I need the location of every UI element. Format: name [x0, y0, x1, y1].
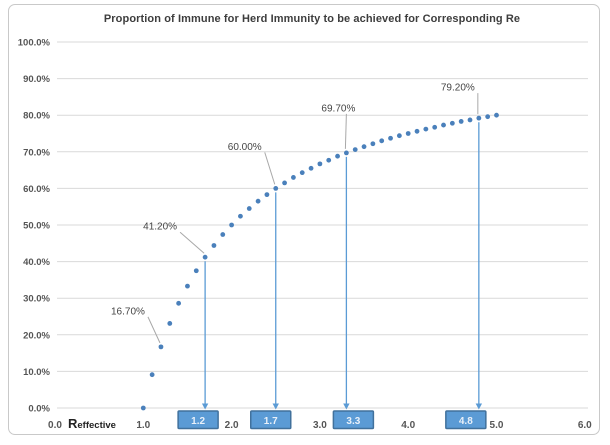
y-axis-tick-label: 60.0%: [23, 184, 50, 195]
data-point: [458, 119, 464, 124]
data-point: [255, 198, 261, 204]
data-point: [343, 150, 349, 156]
y-axis-tick-label: 0.0%: [28, 404, 50, 415]
axis-arrow-head: [475, 403, 483, 410]
y-axis-tick-label: 40.0%: [23, 257, 50, 268]
data-point: [361, 144, 367, 150]
axis-value-box-label: 1.2: [191, 416, 205, 427]
axis-value-box-label: 1.7: [264, 416, 278, 427]
x-axis-tick-label: 6.0: [578, 420, 592, 431]
data-point: [167, 321, 173, 326]
data-point: [467, 117, 473, 123]
data-point: [414, 128, 420, 134]
data-point: [149, 372, 155, 378]
data-point: [423, 126, 429, 132]
callout-label: 60.00%: [228, 142, 262, 153]
data-point: [229, 222, 235, 228]
axis-value-box: [177, 410, 219, 430]
axis-arrow-head: [343, 403, 350, 410]
data-point: [494, 112, 499, 118]
data-point: [485, 114, 491, 120]
axis-value-box-label: 4.8: [459, 416, 473, 427]
data-point: [449, 120, 455, 126]
data-point: [441, 122, 446, 128]
chart-frame: [8, 4, 600, 435]
x-axis-tick-label: 2.0: [225, 420, 239, 431]
y-axis-tick-label: 80.0%: [23, 111, 50, 122]
data-point: [405, 131, 411, 136]
y-axis-tick-label: 70.0%: [23, 147, 50, 158]
x-axis-tick-label: 4.0: [401, 420, 415, 431]
callout-label: 41.20%: [143, 222, 177, 233]
callout-label: 79.20%: [441, 83, 475, 94]
x-axis-tick-label: 1.0: [136, 420, 150, 431]
axis-arrow-head: [272, 403, 279, 410]
data-point: [211, 243, 217, 248]
x-axis-tick-label: 5.0: [490, 420, 504, 431]
axis-value-box: [445, 410, 487, 430]
x-axis-title: Reffective: [68, 416, 116, 431]
data-point: [264, 192, 270, 198]
data-point: [282, 180, 287, 186]
axis-value-box: [250, 410, 292, 430]
callout-leader-line: [179, 231, 205, 254]
axis-value-box: [332, 410, 375, 430]
data-point: [476, 115, 482, 121]
axis-arrow-head: [201, 403, 209, 410]
data-point: [388, 135, 393, 141]
data-point: [370, 141, 376, 147]
axis-value-box-label: 3.3: [346, 416, 360, 427]
y-axis-tick-label: 10.0%: [23, 367, 50, 378]
data-point: [246, 206, 252, 211]
callout-leader-line: [264, 152, 276, 185]
data-point: [220, 232, 226, 237]
data-point: [335, 153, 340, 159]
y-axis-tick-label: 30.0%: [23, 294, 50, 305]
y-axis-tick-label: 50.0%: [23, 221, 50, 232]
data-point: [158, 344, 164, 350]
data-point: [202, 254, 208, 260]
x-axis-tick-label: 0.0: [48, 420, 62, 431]
data-point: [352, 147, 358, 153]
data-point: [185, 283, 190, 289]
data-point: [326, 157, 332, 163]
data-point: [291, 175, 296, 180]
data-point: [432, 124, 438, 130]
data-point: [140, 405, 146, 411]
callout-label: 16.70%: [111, 306, 145, 317]
data-point: [308, 165, 314, 171]
callout-label: 69.70%: [321, 103, 355, 114]
data-point: [299, 170, 305, 176]
y-axis-tick-label: 20.0%: [23, 330, 50, 341]
x-axis-tick-label: 3.0: [313, 420, 327, 431]
data-point: [273, 186, 279, 191]
y-axis-tick-label: 100.0%: [18, 38, 51, 49]
data-point: [193, 268, 199, 274]
data-point: [396, 133, 402, 139]
chart-title: Proportion of Immune for Herd Immunity t…: [103, 13, 521, 25]
callout-leader-line: [147, 316, 161, 344]
callout-leader-line: [344, 113, 347, 149]
y-axis-tick-label: 90.0%: [23, 74, 50, 85]
data-point: [238, 213, 243, 219]
data-point: [317, 161, 323, 167]
data-point: [176, 300, 182, 306]
data-point: [379, 138, 385, 144]
